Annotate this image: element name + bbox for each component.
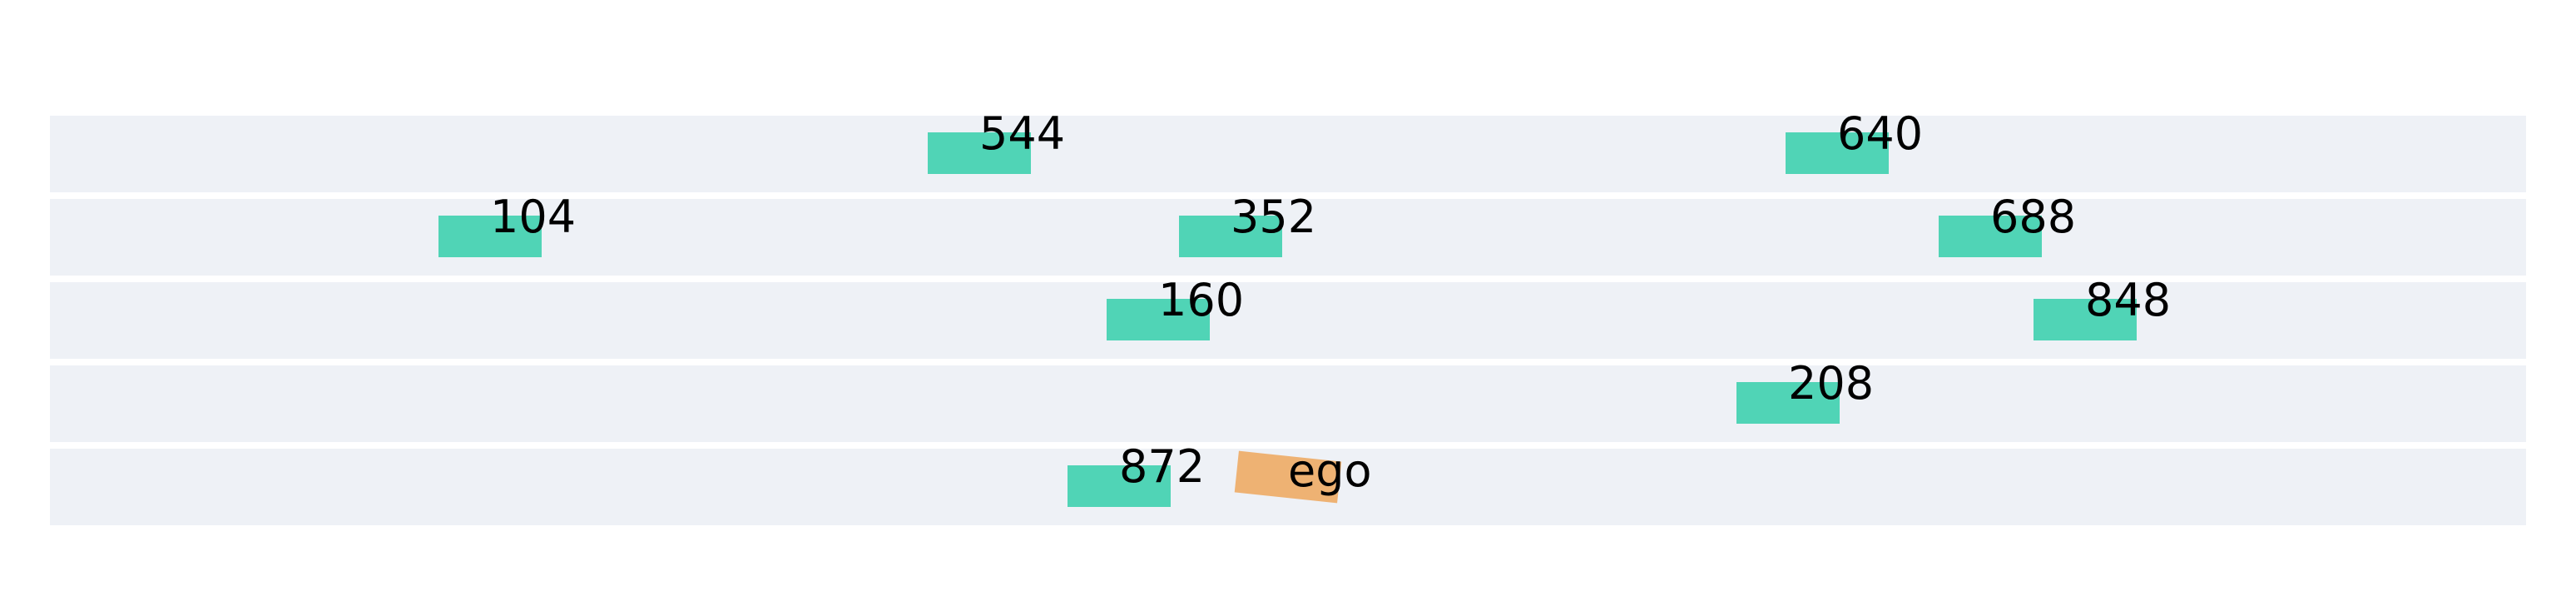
vehicle-872: 872 xyxy=(1068,440,1205,507)
ego-box xyxy=(1234,450,1342,504)
vehicle-label: 544 xyxy=(979,107,1065,160)
vehicle-box xyxy=(1107,299,1210,340)
vehicle-label: 640 xyxy=(1837,107,1923,160)
vehicle-label: 872 xyxy=(1119,440,1205,493)
vehicle-label: 688 xyxy=(1990,191,2076,243)
vehicles: 544 640 104 352 688 160 848 208 872 ego xyxy=(438,107,2171,507)
vehicle-label: 352 xyxy=(1231,191,1316,243)
vehicle-box xyxy=(1179,216,1282,257)
vehicle-box xyxy=(1786,132,1889,174)
lane-4 xyxy=(50,365,2526,442)
vehicle-box xyxy=(2034,299,2137,340)
vehicle-640: 640 xyxy=(1786,107,1923,174)
vehicle-352: 352 xyxy=(1179,191,1316,257)
lane-1 xyxy=(50,116,2526,192)
vehicle-544: 544 xyxy=(928,107,1065,174)
vehicle-label: 848 xyxy=(2085,274,2171,326)
vehicle-box xyxy=(1068,465,1171,507)
vehicle-label: 208 xyxy=(1788,357,1874,410)
ego-vehicle: ego xyxy=(1234,445,1372,504)
vehicle-label: 160 xyxy=(1158,274,1244,326)
vehicle-box xyxy=(1736,382,1840,424)
vehicle-box xyxy=(438,216,542,257)
vehicle-688: 688 xyxy=(1939,191,2076,257)
vehicle-label: 104 xyxy=(490,191,576,243)
vehicle-160: 160 xyxy=(1107,274,1244,340)
vehicle-box xyxy=(1939,216,2042,257)
vehicle-104: 104 xyxy=(438,191,576,257)
ego-label: ego xyxy=(1288,445,1372,497)
vehicle-208: 208 xyxy=(1736,357,1874,424)
vehicle-848: 848 xyxy=(2034,274,2171,340)
vehicle-box xyxy=(928,132,1031,174)
